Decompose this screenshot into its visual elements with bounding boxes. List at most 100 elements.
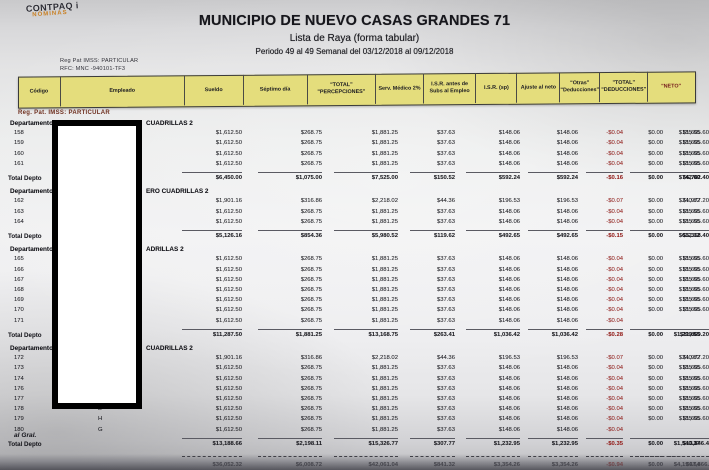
cell-neto: $1,695.60 (682, 208, 709, 215)
subtotal-rule (334, 437, 398, 439)
department-total-neto: $11,869.20 (679, 331, 709, 338)
subtotal-rule (182, 437, 242, 439)
department-total-otras: $0.00 (648, 233, 663, 239)
cell-ajuste: -$0.04 (606, 385, 623, 392)
cell-septimo: $268.75 (300, 256, 322, 263)
cell-isr-sp: $148.06 (556, 256, 578, 263)
cell-neto: $1,695.60 (682, 266, 709, 273)
cell-isr-sp: $148.06 (556, 416, 578, 423)
cell-isr-antes: $148.06 (498, 256, 520, 263)
col-header-otras-deducciones: "Otras" "Deducciones" (560, 72, 601, 103)
cell-codigo: 171 (14, 317, 24, 324)
cell-serv-medico: $37.63 (436, 416, 455, 423)
cell-neto: $1,695.60 (682, 396, 709, 402)
cell-ajuste: -$0.04 (606, 317, 623, 324)
cell-isr-antes: $148.06 (498, 317, 520, 324)
cell-codigo: 172 (14, 355, 24, 362)
department-total-isr2: $592.24 (556, 175, 578, 181)
cell-percepciones: $1,881.25 (371, 297, 398, 304)
cell-percepciones: $2,218.02 (371, 355, 398, 362)
subtotal-rule (466, 437, 520, 439)
cell-percepciones: $1,881.25 (371, 276, 398, 283)
cell-sueldo: $1,612.50 (215, 218, 242, 225)
cell-septimo: $268.75 (300, 150, 322, 157)
cell-total-ded: $185.65 (678, 406, 700, 413)
cell-codigo: 158 (14, 130, 24, 137)
department-total-serv: $119.62 (434, 233, 455, 239)
cell-neto: $1,695.60 (682, 307, 709, 314)
cell-septimo: $268.75 (300, 297, 322, 304)
cell-otras: $0.00 (648, 130, 663, 137)
department-title: Departamento 27 (10, 246, 62, 254)
cell-serv-medico: $37.63 (436, 218, 455, 225)
cell-total-ded: $185.65 (678, 150, 700, 157)
cell-ajuste: -$0.04 (606, 266, 623, 273)
department-total-label: Total Depto (8, 331, 42, 339)
subtotal-rule (528, 172, 578, 173)
cell-neto: $1,695.60 (682, 276, 709, 283)
cell-ajuste: -$0.04 (606, 140, 623, 147)
subtotal-rule (668, 437, 709, 439)
cell-septimo: $268.75 (300, 160, 322, 167)
subtotal-rule (334, 328, 398, 330)
cell-codigo: 161 (14, 160, 24, 167)
cell-percepciones: $1,881.25 (371, 396, 398, 402)
cell-isr-antes: $148.06 (498, 375, 520, 382)
cell-septimo: $268.75 (300, 406, 322, 413)
grand-total-rule (182, 456, 242, 457)
subtotal-rule (668, 172, 709, 173)
cell-codigo: 169 (14, 297, 24, 304)
col-header-total-deducciones: "TOTAL" "DEDUCCIONES" (600, 71, 649, 103)
cell-percepciones: $1,881.25 (371, 208, 398, 215)
department-title-tail: ERO CUADRILLAS 2 (146, 188, 209, 196)
cell-sueldo: $1,612.50 (215, 307, 242, 314)
department-total-otras: $0.00 (648, 331, 663, 338)
cell-neto: $1,695.60 (682, 385, 709, 392)
cell-serv-medico: $37.63 (436, 287, 455, 293)
cell-percepciones: $1,881.25 (371, 416, 398, 423)
cell-septimo: $268.75 (300, 266, 322, 273)
cell-percepciones: $1,881.25 (371, 406, 398, 413)
cell-isr-antes: $148.06 (498, 130, 520, 137)
subtotal-rule (410, 328, 455, 330)
cell-isr-antes: $148.06 (498, 140, 520, 147)
cell-septimo: $268.75 (300, 208, 322, 215)
cell-otras: $0.00 (648, 365, 663, 372)
cell-sueldo: $1,612.50 (215, 406, 242, 413)
department-total-label: Total Depto (8, 175, 42, 182)
col-header-isr-sp: I.S.R. (sp) (476, 72, 518, 104)
cell-empleado: G (98, 426, 103, 433)
cell-codigo: 170 (14, 307, 24, 314)
cell-isr-antes: $148.06 (498, 365, 520, 372)
department-total-isr2: $492.65 (556, 233, 578, 239)
cell-isr-antes: $148.06 (498, 208, 520, 215)
cell-isr-sp: $148.06 (556, 287, 578, 293)
cell-sueldo: $1,612.50 (215, 396, 242, 402)
cell-codigo: 159 (14, 140, 24, 147)
cell-codigo: 167 (14, 276, 24, 283)
cell-codigo: 163 (14, 208, 24, 215)
department-total-tded: $1,299.55 (673, 331, 700, 338)
col-header-sueldo: Sueldo (184, 74, 244, 106)
reg-pat-section-label: Reg. Pat. IMSS: PARTICULAR (18, 110, 111, 116)
rfc: RFC: MNC -940101-TF3 (60, 66, 126, 72)
cell-isr-sp: $148.06 (556, 150, 578, 157)
department-total-ajuste: -$0.35 (606, 440, 623, 447)
cell-sueldo: $1,612.50 (215, 416, 242, 423)
cell-total-ded: $185.65 (678, 266, 700, 273)
cell-ajuste: -$0.04 (606, 130, 623, 137)
cell-ajuste: -$0.04 (606, 256, 623, 263)
subtotal-rule (528, 230, 578, 231)
cell-codigo: 160 (14, 150, 24, 157)
cell-neto: $1,977.20 (682, 355, 709, 362)
cell-codigo: 180 (14, 426, 24, 433)
cell-isr-sp: $148.06 (556, 130, 578, 137)
cell-sueldo: $1,612.50 (215, 426, 242, 433)
cell-isr-sp: $148.06 (556, 140, 578, 147)
cell-total-ded: $240.82 (678, 355, 700, 362)
cell-isr-sp: $148.06 (556, 426, 578, 433)
col-header-septimo-dia: Séptimo día (243, 74, 308, 105)
cell-isr-sp: $148.06 (556, 385, 578, 392)
cell-serv-medico: $37.63 (436, 365, 455, 372)
cell-otras: $0.00 (648, 375, 663, 382)
